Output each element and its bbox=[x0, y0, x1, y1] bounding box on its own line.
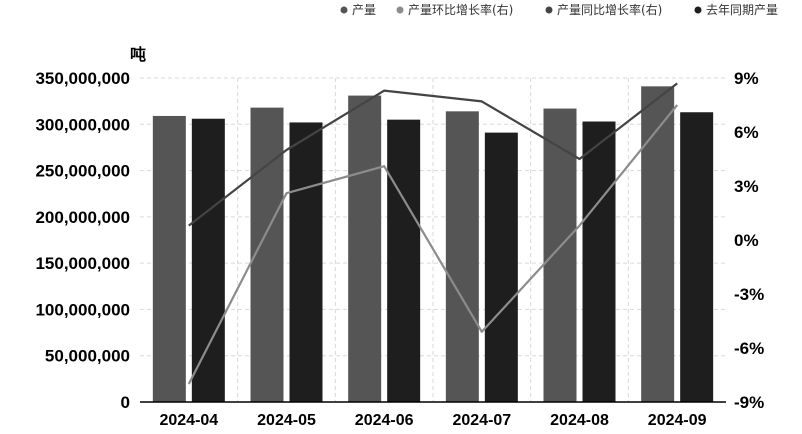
y-right-tick-label: -9% bbox=[734, 393, 764, 412]
x-tick-label: 2024-06 bbox=[355, 412, 414, 429]
bar-last-year-production bbox=[289, 122, 323, 402]
legend-label: 产量环比增长率(右) bbox=[408, 2, 513, 17]
y-right-tick-label: 0% bbox=[734, 231, 759, 250]
y-right-tick-label: -6% bbox=[734, 339, 764, 358]
line-mom-growth bbox=[187, 104, 679, 385]
y-left-tick-label: 50,000,000 bbox=[45, 347, 130, 366]
y-right-tick-label: -3% bbox=[734, 285, 764, 304]
bar-production bbox=[445, 111, 479, 402]
bar-last-year-production bbox=[484, 132, 518, 403]
x-tick-label: 2024-07 bbox=[452, 412, 511, 429]
y-left-tick-label: 150,000,000 bbox=[35, 254, 130, 273]
legend: 产量 产量环比增长率(右) 产量同比增长率(右) 去年同期产量 bbox=[340, 2, 778, 17]
x-tick-label: 2024-04 bbox=[159, 412, 218, 429]
legend-marker bbox=[545, 6, 553, 14]
legend-marker bbox=[694, 6, 702, 14]
x-tick-label: 2024-09 bbox=[648, 412, 707, 429]
bar-last-year-production bbox=[387, 119, 421, 403]
axes: 0 50,000,000 100,000,000 150,000,000 200,000… bbox=[35, 69, 764, 429]
bar-production bbox=[348, 95, 382, 403]
bar-last-year-production bbox=[582, 121, 616, 402]
legend-label: 产量 bbox=[352, 3, 376, 17]
y-right-tick-label: 6% bbox=[734, 123, 759, 142]
bar-production bbox=[152, 115, 186, 402]
x-tick-label: 2024-08 bbox=[550, 412, 609, 429]
bar-last-year-production bbox=[680, 112, 714, 402]
legend-marker bbox=[340, 6, 348, 14]
bar-last-year-production bbox=[191, 118, 225, 402]
y-left-tick-label: 0 bbox=[121, 393, 130, 412]
y-left-tick-label: 300,000,000 bbox=[35, 115, 130, 134]
grid bbox=[140, 77, 726, 402]
line-yoy-growth bbox=[188, 82, 678, 227]
y-axis-unit-label: 吨 bbox=[130, 45, 146, 64]
y-left-tick-label: 250,000,000 bbox=[35, 162, 130, 181]
bar-production bbox=[543, 108, 577, 402]
y-right-tick-label: 9% bbox=[734, 69, 759, 88]
lines bbox=[187, 82, 679, 385]
bars bbox=[152, 86, 714, 403]
legend-label: 去年同期产量 bbox=[706, 3, 778, 17]
legend-marker bbox=[396, 6, 404, 14]
y-left-tick-label: 200,000,000 bbox=[35, 208, 130, 227]
x-tick-label: 2024-05 bbox=[257, 412, 316, 429]
legend-label: 产量同比增长率(右) bbox=[557, 2, 662, 17]
y-left-tick-label: 350,000,000 bbox=[35, 69, 130, 88]
y-left-tick-label: 100,000,000 bbox=[35, 300, 130, 319]
bar-production bbox=[641, 86, 675, 403]
y-right-tick-label: 3% bbox=[734, 177, 759, 196]
